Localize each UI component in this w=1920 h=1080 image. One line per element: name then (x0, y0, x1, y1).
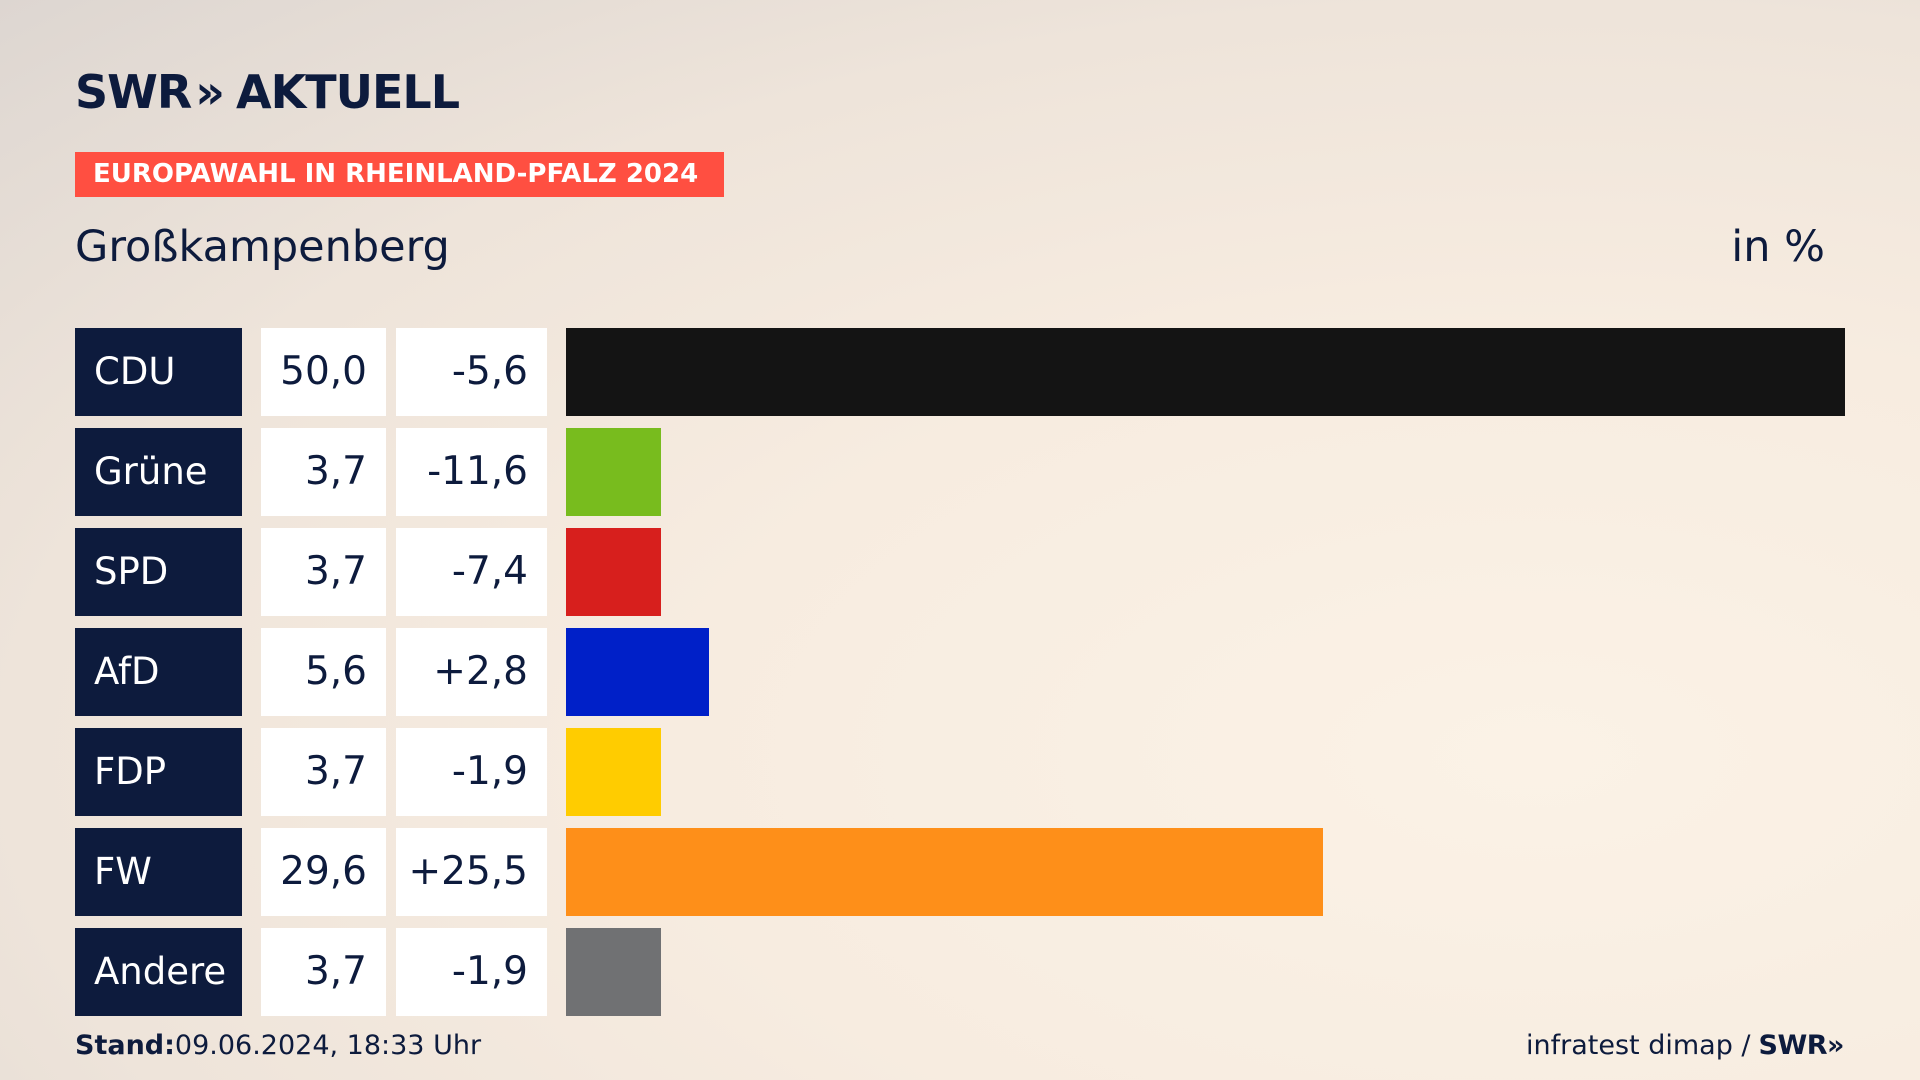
stand-label: Stand: (75, 1030, 175, 1061)
result-bar (566, 828, 1323, 916)
vote-change-value: +2,8 (396, 628, 547, 716)
party-label: SPD (75, 528, 242, 616)
party-label: FDP (75, 728, 242, 816)
result-bar (566, 928, 661, 1016)
vote-share-value: 50,0 (261, 328, 386, 416)
election-banner: EUROPAWAHL IN RHEINLAND-PFALZ 2024 (75, 152, 724, 197)
vote-share-value: 3,7 (261, 728, 386, 816)
vote-share-value: 3,7 (261, 528, 386, 616)
logo-chevron-icon: » (195, 65, 225, 119)
vote-change-value: -7,4 (396, 528, 547, 616)
vote-share-value: 3,7 (261, 928, 386, 1016)
party-label: FW (75, 828, 242, 916)
result-row: CDU 50,0 -5,6 (75, 328, 1845, 416)
result-row: Grüne 3,7 -11,6 (75, 428, 1845, 516)
party-label: Andere (75, 928, 242, 1016)
result-bar (566, 628, 709, 716)
result-bar (566, 428, 661, 516)
vote-share-value: 29,6 (261, 828, 386, 916)
timestamp: Stand:09.06.2024, 18:33 Uhr (75, 1030, 481, 1061)
vote-change-value: -11,6 (396, 428, 547, 516)
stand-value: 09.06.2024, 18:33 Uhr (174, 1030, 482, 1061)
result-row: Andere 3,7 -1,9 (75, 928, 1845, 1016)
vote-share-value: 3,7 (261, 428, 386, 516)
vote-change-value: -5,6 (396, 328, 547, 416)
source-text: infratest dimap / (1526, 1030, 1751, 1061)
party-label: CDU (75, 328, 242, 416)
result-bar (566, 528, 661, 616)
result-row: FDP 3,7 -1,9 (75, 728, 1845, 816)
party-label: Grüne (75, 428, 242, 516)
source-credit: infratest dimap / SWR» (1526, 1030, 1844, 1061)
logo-aktuell-text: AKTUELL (236, 65, 460, 119)
swr-mini-logo: SWR» (1758, 1030, 1845, 1061)
result-row: SPD 3,7 -7,4 (75, 528, 1845, 616)
result-bar (566, 328, 1845, 416)
vote-change-value: +25,5 (396, 828, 547, 916)
unit-label: in % (1731, 222, 1825, 272)
swr-aktuell-logo: SWR » AKTUELL (75, 65, 460, 119)
vote-change-value: -1,9 (396, 728, 547, 816)
result-row: AfD 5,6 +2,8 (75, 628, 1845, 716)
logo-swr-text: SWR (75, 65, 192, 119)
vote-share-value: 5,6 (261, 628, 386, 716)
vote-change-value: -1,9 (396, 928, 547, 1016)
result-bar (566, 728, 661, 816)
result-row: FW 29,6 +25,5 (75, 828, 1845, 916)
party-label: AfD (75, 628, 242, 716)
place-title: Großkampenberg (75, 222, 450, 272)
